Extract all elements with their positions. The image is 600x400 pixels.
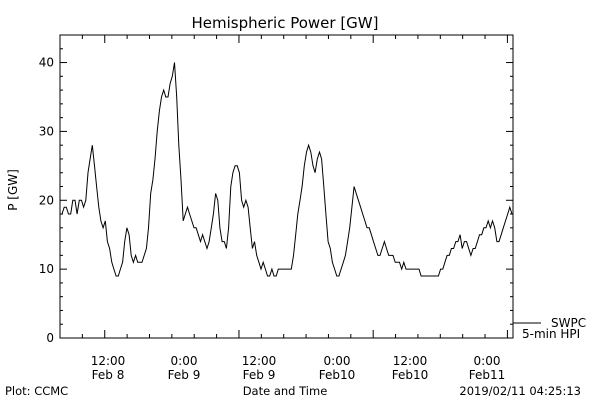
footer-timestamp: 2019/02/11 04:25:13 [459, 384, 581, 398]
y-axis-label: P [GW] [6, 169, 20, 211]
y-tick-label: 20 [39, 193, 54, 207]
y-axis-ticks: 0 10 20 30 40 [39, 34, 513, 345]
x-tick-date-label: Feb10 [319, 368, 356, 382]
x-tick-time-label: 0:00 [474, 354, 501, 368]
x-tick-date-label: Feb 9 [243, 368, 276, 382]
x-tick-time-label: 0:00 [171, 354, 198, 368]
x-tick-date-label: Feb10 [392, 368, 429, 382]
x-tick-date-label: Feb 9 [168, 368, 201, 382]
x-tick-time-label: 12:00 [91, 354, 126, 368]
y-tick-label: 0 [46, 331, 54, 345]
x-tick-time-label: 12:00 [242, 354, 277, 368]
legend-entry-swpc: SWPC [551, 316, 586, 330]
series-line-swpc [61, 62, 513, 277]
x-tick-date-label: Feb11 [469, 368, 506, 382]
y-tick-label: 40 [39, 56, 54, 70]
x-axis-label: Date and Time [243, 384, 328, 398]
x-tick-time-label: 12:00 [393, 354, 428, 368]
y-tick-label: 10 [39, 262, 54, 276]
chart-title: Hemispheric Power [GW] [192, 14, 379, 32]
y-tick-label: 30 [39, 124, 54, 138]
footer-credit: Plot: CCMC [5, 384, 68, 398]
x-tick-time-label: 0:00 [324, 354, 351, 368]
plot-frame [59, 34, 514, 339]
legend-entry-hpi: 5-min HPI [522, 327, 580, 341]
series-layer [61, 62, 513, 277]
x-tick-date-label: Feb 8 [92, 368, 125, 382]
